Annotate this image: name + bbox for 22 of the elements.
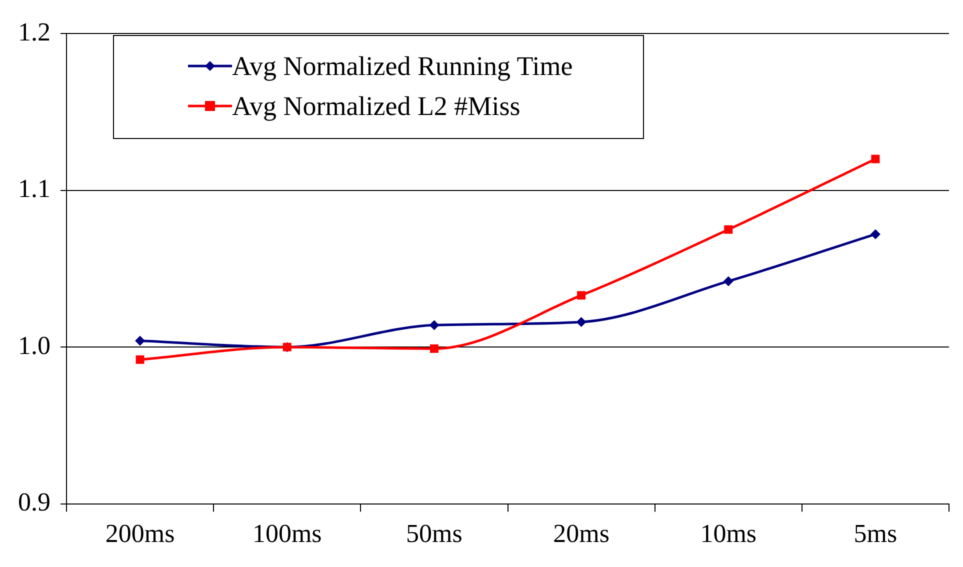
legend-label: Avg Normalized L2 #Miss bbox=[232, 90, 520, 123]
point bbox=[430, 344, 438, 353]
point bbox=[136, 355, 144, 364]
point bbox=[429, 320, 440, 330]
x-tick-label: 50ms bbox=[406, 519, 462, 548]
y-tick-label: 1.1 bbox=[18, 174, 50, 204]
legend-label: Avg Normalized Running Time bbox=[232, 50, 573, 83]
point bbox=[871, 154, 880, 164]
x-tick-label: 200ms bbox=[105, 519, 175, 548]
point bbox=[723, 276, 734, 286]
x-tick-label: 20ms bbox=[553, 519, 610, 548]
y-tick-label: 1.0 bbox=[18, 330, 50, 360]
point bbox=[576, 316, 586, 327]
y-tick-label: 1.2 bbox=[18, 17, 50, 46]
point bbox=[870, 229, 880, 240]
point bbox=[724, 225, 733, 234]
point bbox=[135, 336, 146, 346]
y-tick-label: 0.9 bbox=[18, 488, 50, 517]
point bbox=[577, 291, 586, 300]
x-tick-label: 5ms bbox=[854, 519, 898, 548]
x-tick-label: 100ms bbox=[252, 519, 322, 548]
x-tick-label: 10ms bbox=[700, 519, 757, 548]
